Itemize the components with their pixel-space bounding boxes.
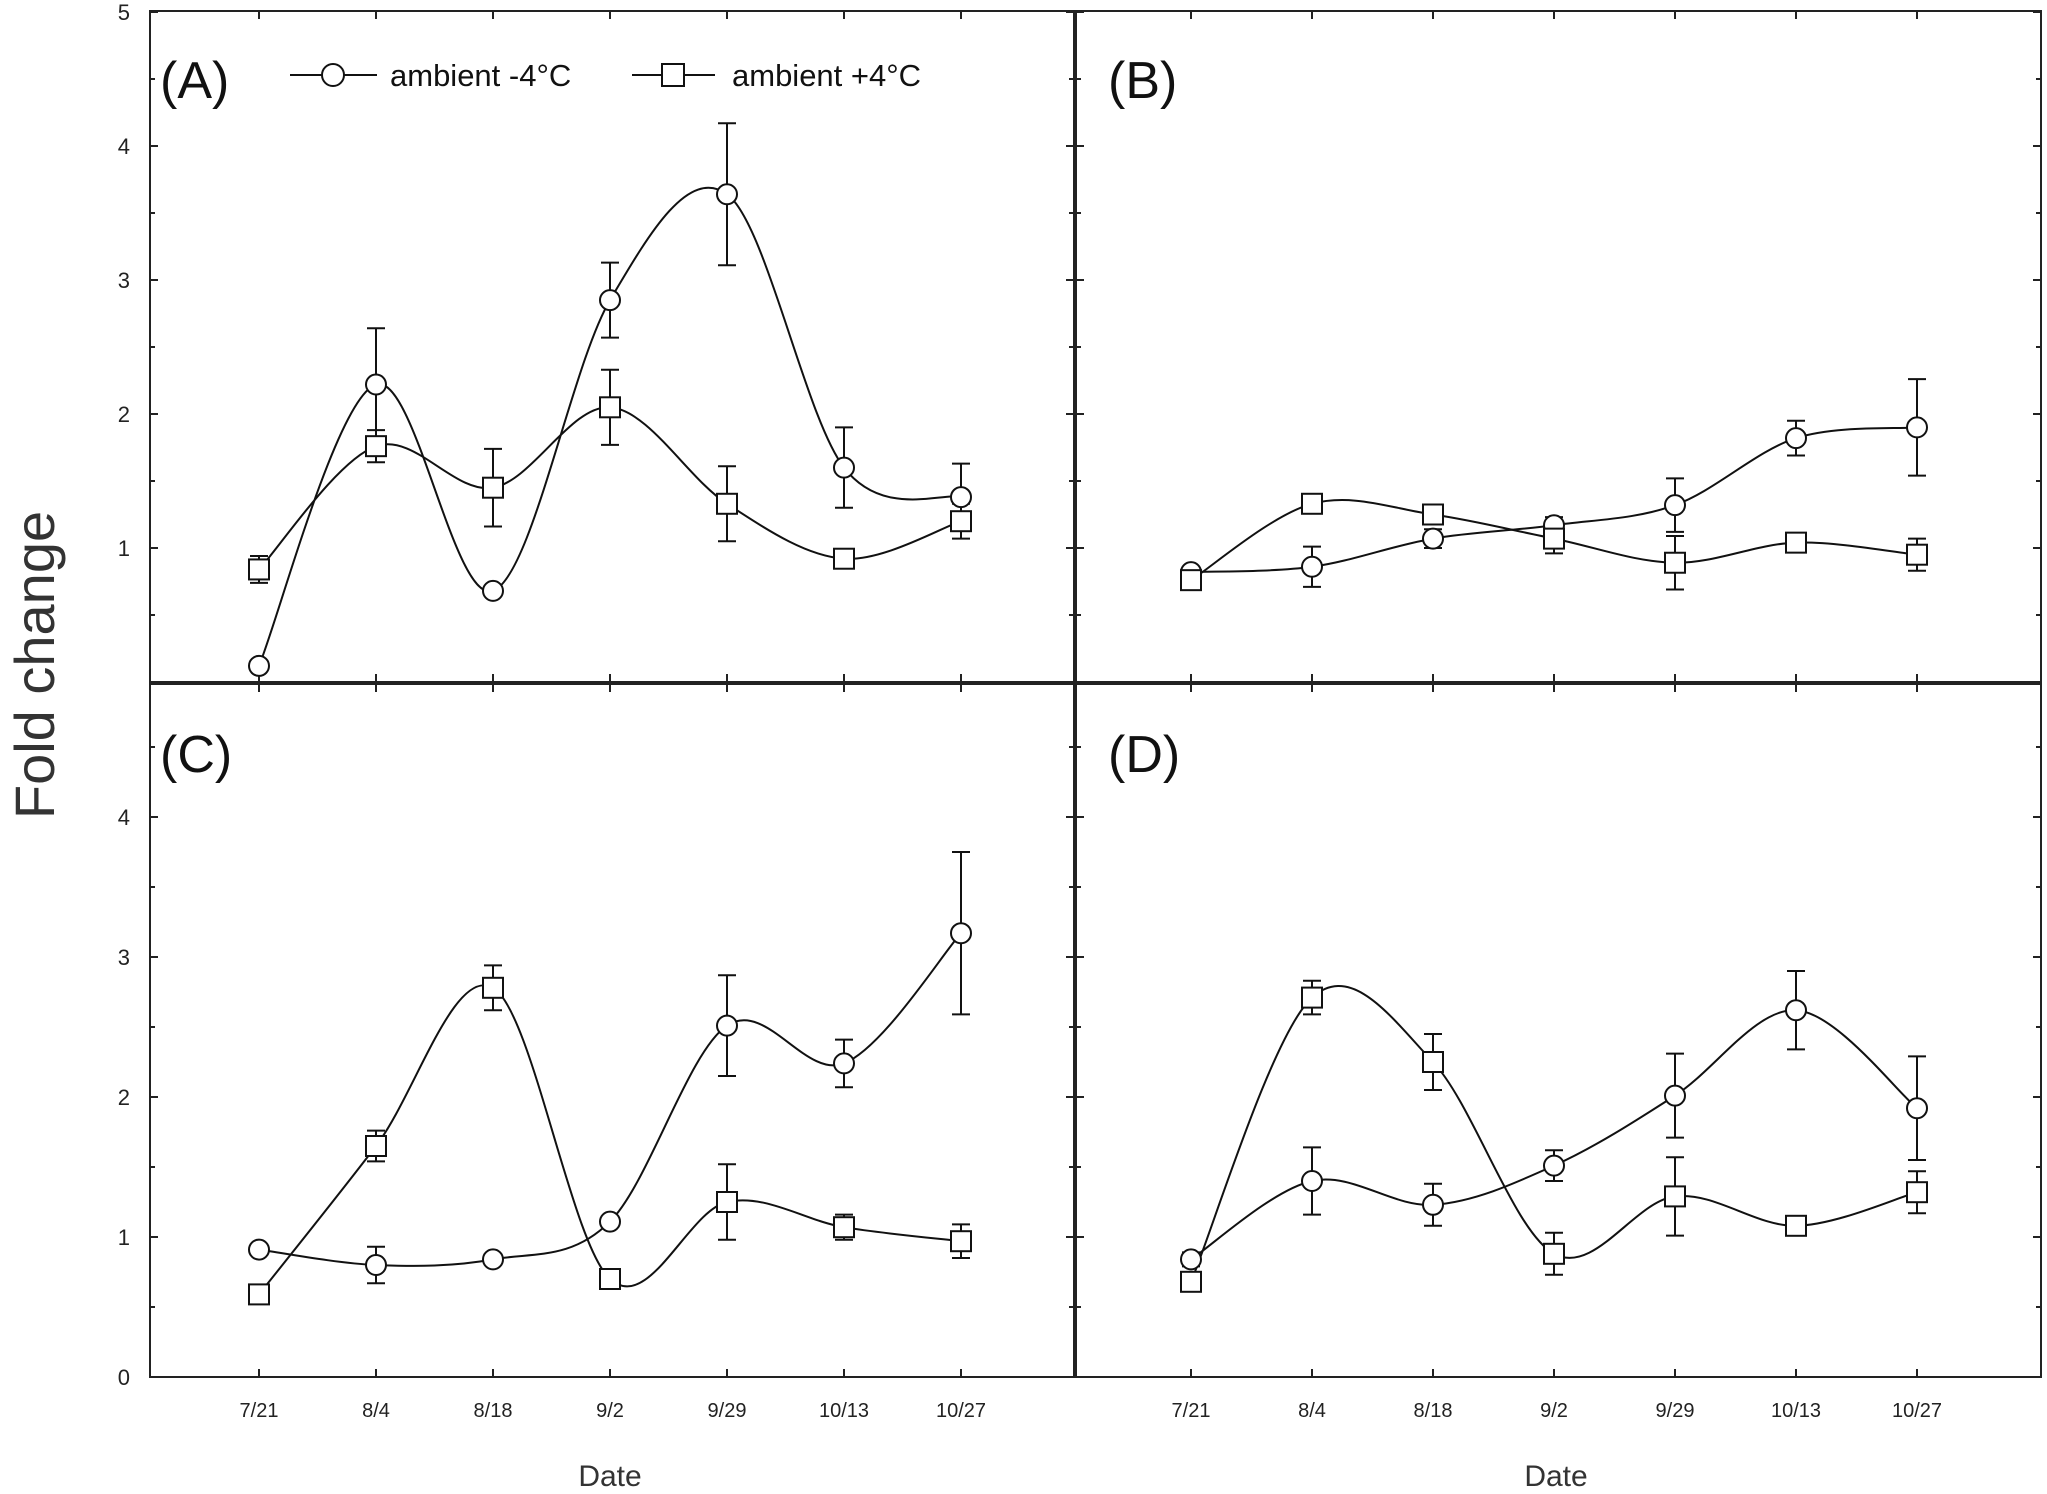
panel-a-series-plus4-point (482, 476, 504, 499)
panel-a-series-minus4-point (482, 579, 504, 602)
panel-d-xtick-label: 8/18 (1414, 1400, 1453, 1422)
panel-b-series-minus4-point (1301, 555, 1323, 578)
panel-b-series-plus4-point (1543, 527, 1565, 550)
panel-c-xtick-label: 9/29 (708, 1400, 747, 1422)
panel-a-ytick-label: 2 (118, 402, 130, 427)
panel-d-series-minus4-point (1180, 1248, 1202, 1271)
panel-d-series-minus4-point (1422, 1193, 1444, 1216)
panel-c-ytick-label: 1 (118, 1225, 130, 1250)
legend: ambient -4°C ambient +4°C (290, 58, 921, 93)
panel-a-frame (149, 10, 1075, 683)
panel-a-series-plus4-point (248, 558, 270, 581)
panel-c-xtick-label: 10/13 (819, 1400, 869, 1422)
panel-d-series-plus4-point (1785, 1214, 1807, 1237)
panel-d-series-minus4-line (1190, 1009, 1918, 1261)
legend-marker-square (661, 63, 685, 87)
panel-d-series-plus4-point (1180, 1270, 1202, 1293)
panel-c-series-minus4-point (950, 922, 972, 945)
panel-c-series-plus4-point (716, 1191, 738, 1213)
panel-a-label: (A) (160, 52, 229, 110)
panel-c-xtick-label: 7/21 (240, 1400, 279, 1422)
panel-c-series-minus4-point (248, 1238, 270, 1261)
legend-marker-circle (321, 63, 345, 87)
panel-b-series-plus4-point (1301, 492, 1323, 515)
panel-d-xtick-label: 7/21 (1172, 1400, 1211, 1422)
panel-d-frame (1075, 683, 2042, 1378)
panel-d-series-plus4-point (1906, 1181, 1928, 1204)
panel-c-frame (149, 683, 1075, 1378)
panel-c-series-plus4-point (833, 1216, 855, 1239)
panel-d-series-plus4-point (1301, 986, 1323, 1009)
panel-c-ytick-label: 2 (118, 1085, 130, 1110)
panel-b-series-plus4-point (1422, 503, 1444, 526)
y-axis-label: Fold change (3, 511, 66, 819)
plot-layer: 1 2 3 4 5 0 1 2 3 4 7/21 8/4 8/18 9/2 9/29 10/13 10/27 7/… (118, 0, 2041, 1422)
panel-a-ytick-label: 4 (118, 134, 130, 159)
panel-a-series-minus4-point (950, 486, 972, 509)
panel-b-label: (B) (1108, 52, 1177, 110)
legend-label-a: ambient -4°C (390, 58, 571, 93)
panel-b-series-minus4-point (1785, 427, 1807, 450)
panel-a-ytick-label: 1 (118, 536, 130, 561)
panel-c-series-plus4-point (482, 976, 504, 999)
panel-c-ytick-label: 0 (118, 1365, 130, 1390)
panel-b-series-minus4-point (1906, 416, 1928, 439)
panel-c-series-minus4-point (482, 1248, 504, 1271)
panel-d-series-plus4-line (1190, 985, 1918, 1283)
panel-b-series-plus4-point (1664, 551, 1686, 574)
panel-a-series-plus4-point (599, 396, 621, 419)
x-axis-label-left: Date (578, 1460, 641, 1493)
panel-b-series-minus4-point (1664, 494, 1686, 517)
panel-c-series-minus4-point (365, 1254, 387, 1276)
x-axis-label-right: Date (1524, 1460, 1587, 1493)
panel-d-label: (D) (1108, 726, 1180, 784)
panel-d-xtick-label: 9/2 (1540, 1400, 1568, 1422)
panel-a-series-minus4-point (365, 373, 387, 396)
panel-d-xtick-label: 10/13 (1771, 1400, 1821, 1422)
panel-d-series-plus4-point (1543, 1242, 1565, 1265)
panel-d-series-minus4-point (1301, 1170, 1323, 1192)
panel-d-xtick-label: 9/29 (1656, 1400, 1695, 1422)
panel-d-series-plus4-point (1422, 1051, 1444, 1073)
panel-d-series-plus4-point (1664, 1185, 1686, 1208)
panel-c-ytick-label: 3 (118, 945, 130, 970)
panel-a-series-plus4-point (950, 510, 972, 533)
panel-b-frame (1075, 10, 2042, 683)
panel-d-series-minus4-point (1664, 1084, 1686, 1107)
panel-c-xtick-label: 8/18 (474, 1400, 513, 1422)
panel-a-series-plus4-point (365, 435, 387, 458)
panel-d-series-minus4-point (1906, 1097, 1928, 1120)
panel-c-series-plus4-line (258, 984, 962, 1296)
panel-d-series-minus4-point (1785, 999, 1807, 1022)
panel-c-ytick-label: 4 (118, 805, 130, 830)
panel-c-xtick-label: 9/2 (596, 1400, 624, 1422)
panel-c-series-minus4-point (716, 1014, 738, 1037)
panel-c-label: (C) (160, 726, 232, 784)
panel-c-series-minus4-point (599, 1210, 621, 1233)
panel-d-xtick-label: 10/27 (1892, 1400, 1942, 1422)
panel-c-series-plus4-point (365, 1135, 387, 1157)
panel-b-series-plus4-point (1785, 531, 1807, 554)
panel-d-series-minus4-point (1543, 1154, 1565, 1177)
panel-a-series-minus4-point (248, 654, 270, 677)
panel-c-series-minus4-point (833, 1052, 855, 1075)
panel-c-series-plus4-point (950, 1230, 972, 1253)
panel-a-series-minus4-point (716, 183, 738, 206)
panel-c-series-plus4-point (599, 1268, 621, 1290)
panel-c-xtick-label: 10/27 (936, 1400, 986, 1422)
panel-a-ytick-label: 5 (118, 0, 130, 25)
panel-a-series-plus4-point (716, 492, 738, 515)
panel-a-ytick-label: 3 (118, 268, 130, 293)
panel-a-series-minus4-point (833, 456, 855, 479)
panel-c-xtick-label: 8/4 (362, 1400, 390, 1422)
panel-a-series-minus4-point (599, 289, 621, 312)
panel-d-xtick-label: 8/4 (1298, 1400, 1326, 1422)
panel-c-series-plus4-point (248, 1283, 270, 1306)
panel-a-series-plus4-point (833, 547, 855, 570)
panel-b-series-plus4-point (1906, 543, 1928, 566)
legend-label-b: ambient +4°C (732, 58, 921, 93)
panel-b-series-minus4-point (1422, 527, 1444, 550)
panel-b-series-plus4-point (1180, 569, 1202, 592)
